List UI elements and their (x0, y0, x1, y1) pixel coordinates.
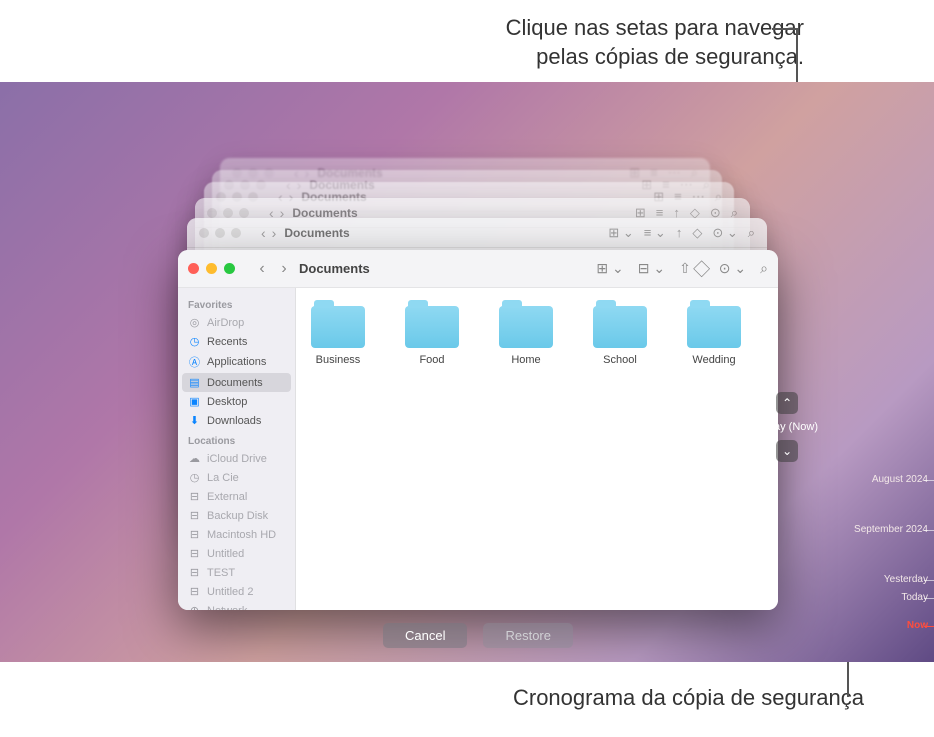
sidebar-item-macintoshhd[interactable]: ⊟ Macintosh HD (178, 525, 295, 544)
sidebar-item-label: Backup Disk (207, 510, 268, 522)
sidebar-item-untitled2[interactable]: ⊟ Untitled 2 (178, 582, 295, 601)
desktop-screen: ‹›Documents⊞≡⋯⌕ ‹›Documents⊞≡⋯⌕ ‹›Docume… (0, 82, 934, 662)
folder-label: Food (419, 354, 444, 366)
folder-label: Wedding (692, 354, 735, 366)
documents-icon: ▤ (188, 376, 201, 389)
cloud-icon: ☁ (188, 452, 201, 465)
sidebar-item-lacie[interactable]: ◷ La Cie (178, 468, 295, 487)
minimize-button[interactable] (206, 263, 217, 274)
caption-top-navigate: Clique nas setas para navegar pelas cópi… (506, 14, 804, 71)
sidebar-item-icloud[interactable]: ☁ iCloud Drive (178, 449, 295, 468)
sidebar-item-label: AirDrop (207, 317, 244, 329)
button-bar: Cancel Restore (178, 623, 778, 648)
sidebar-item-backupdisk[interactable]: ⊟ Backup Disk (178, 506, 295, 525)
sidebar-item-label: Applications (207, 356, 266, 368)
disk-icon: ⊟ (188, 490, 201, 503)
folder-icon (593, 306, 647, 348)
disk-icon: ◷ (188, 471, 201, 484)
folder-label: Home (511, 354, 540, 366)
folder-icon (405, 306, 459, 348)
folder-item[interactable]: Wedding (682, 306, 746, 366)
sidebar-item-label: Untitled 2 (207, 586, 253, 598)
search-button[interactable]: ⌕ (760, 260, 768, 277)
sidebar-item-documents[interactable]: ▤ Documents (182, 373, 291, 392)
downloads-icon: ⬇ (188, 414, 201, 427)
clock-icon: ◷ (188, 335, 201, 348)
toolbar-right: ⊞ ⌄ ⊟ ⌄ ⇧ ⃟ ⊙ ⌄ ⌕ (596, 260, 768, 277)
view-icons-button[interactable]: ⊞ ⌄ (596, 260, 623, 277)
finder-window: ‹ › Documents ⊞ ⌄ ⊟ ⌄ ⇧ ⃟ ⊙ ⌄ ⌕ Favorite… (178, 250, 778, 610)
network-icon: ⊕ (188, 604, 201, 610)
forward-button[interactable]: › (275, 260, 293, 278)
disk-icon: ⊟ (188, 509, 201, 522)
sidebar-item-untitled[interactable]: ⊟ Untitled (178, 544, 295, 563)
sidebar-item-test[interactable]: ⊟ TEST (178, 563, 295, 582)
folder-label: Business (316, 354, 361, 366)
sidebar-item-desktop[interactable]: ▣ Desktop (178, 392, 295, 411)
folder-item[interactable]: School (588, 306, 652, 366)
share-button[interactable]: ⇧ (679, 260, 691, 277)
sidebar-item-label: Macintosh HD (207, 529, 276, 541)
timemachine-controls: ⌃ Today (Now) ⌄ (756, 392, 818, 462)
folder-icon (499, 306, 553, 348)
restore-button[interactable]: Restore (483, 623, 573, 648)
sidebar-head-favorites: Favorites (178, 294, 295, 313)
folder-item[interactable]: Food (400, 306, 464, 366)
disk-icon: ⊟ (188, 585, 201, 598)
caption-line1: Clique nas setas para navegar (506, 15, 804, 40)
sidebar-item-external[interactable]: ⊟ External (178, 487, 295, 506)
disk-icon: ⊟ (188, 528, 201, 541)
timeline-label: September 2024 (854, 524, 928, 535)
sidebar-item-applications[interactable]: Ⓐ Applications (178, 351, 295, 373)
timemachine-prev-button[interactable]: ⌃ (776, 392, 798, 414)
sidebar: Favorites ◎ AirDrop ◷ Recents Ⓐ Application… (178, 288, 296, 610)
sidebar-item-label: La Cie (207, 472, 239, 484)
timeline-label: August 2024 (872, 474, 928, 485)
sidebar-head-locations: Locations (178, 430, 295, 449)
leader-line (772, 28, 798, 30)
timemachine-now-label: Today (Now) (756, 418, 818, 436)
fullscreen-button[interactable] (224, 263, 235, 274)
caption-bottom-timeline: Cronograma da cópia de segurança (513, 685, 864, 711)
folder-item[interactable]: Home (494, 306, 558, 366)
folder-label: School (603, 354, 637, 366)
cancel-button[interactable]: Cancel (383, 623, 467, 648)
sidebar-item-label: Untitled (207, 548, 244, 560)
finder-toolbar: ‹ › Documents ⊞ ⌄ ⊟ ⌄ ⇧ ⃟ ⊙ ⌄ ⌕ (178, 250, 778, 288)
sidebar-item-label: iCloud Drive (207, 453, 267, 465)
desktop-icon: ▣ (188, 395, 201, 408)
sidebar-item-label: External (207, 491, 247, 503)
group-button[interactable]: ⊟ ⌄ (638, 260, 665, 277)
window-controls (188, 263, 235, 274)
more-button[interactable]: ⊙ ⌄ (719, 260, 746, 277)
sidebar-item-label: Desktop (207, 396, 247, 408)
sidebar-item-recents[interactable]: ◷ Recents (178, 332, 295, 351)
sidebar-item-label: Recents (207, 336, 247, 348)
folder-icon (311, 306, 365, 348)
finder-main: Favorites ◎ AirDrop ◷ Recents Ⓐ Application… (178, 288, 778, 610)
timeline-label: Yesterday (884, 574, 928, 585)
airdrop-icon: ◎ (188, 316, 201, 329)
caption-line2: pelas cópias de segurança. (536, 44, 804, 69)
nav-buttons: ‹ › (253, 260, 293, 278)
sidebar-item-airdrop[interactable]: ◎ AirDrop (178, 313, 295, 332)
folder-icon (687, 306, 741, 348)
breadcrumb: Documents (299, 261, 370, 276)
sidebar-item-label: Documents (207, 377, 263, 389)
timeline[interactable]: August 2024 September 2024 Yesterday Tod… (854, 432, 934, 632)
content-area: Business Food Home School Wedding (296, 288, 778, 610)
folder-item[interactable]: Business (306, 306, 370, 366)
sidebar-item-label: Downloads (207, 415, 261, 427)
sidebar-item-network[interactable]: ⊕ Network (178, 601, 295, 610)
applications-icon: Ⓐ (188, 354, 201, 370)
disk-icon: ⊟ (188, 566, 201, 579)
sidebar-item-downloads[interactable]: ⬇ Downloads (178, 411, 295, 430)
back-button[interactable]: ‹ (253, 260, 271, 278)
sidebar-item-label: TEST (207, 567, 235, 579)
disk-icon: ⊟ (188, 547, 201, 560)
timemachine-next-button[interactable]: ⌄ (776, 440, 798, 462)
sidebar-item-label: Network (207, 605, 247, 611)
close-button[interactable] (188, 263, 199, 274)
